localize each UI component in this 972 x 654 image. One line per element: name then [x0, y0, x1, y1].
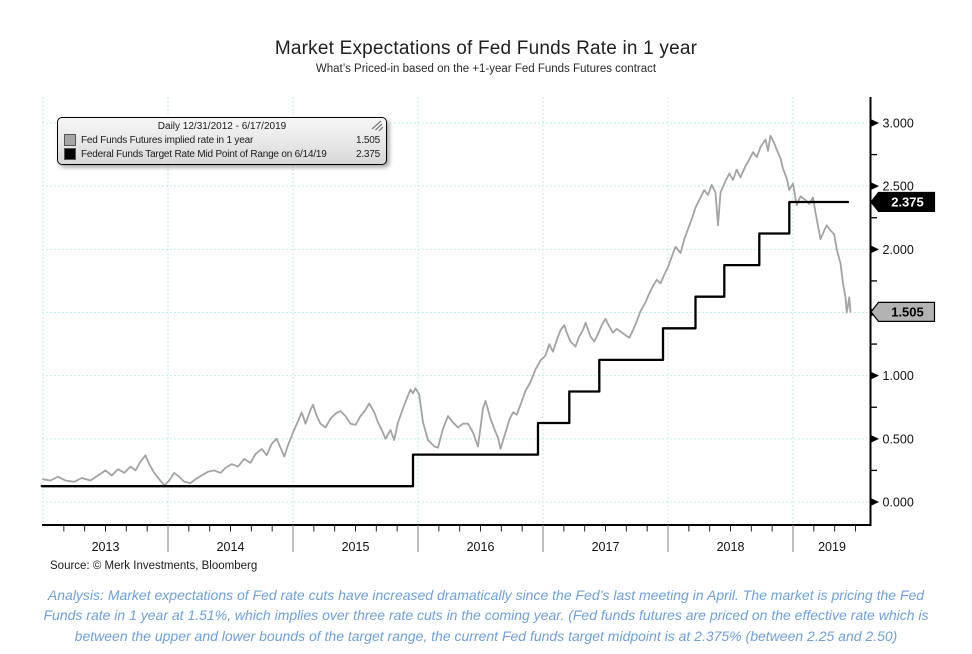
x-axis-year-label: 2015 [342, 540, 370, 554]
legend-item-value: 1.505 [355, 134, 380, 146]
legend-item-label: Fed Funds Futures implied rate in 1 year [81, 134, 254, 146]
page-subtitle: What’s Priced-in based on the +1-year Fe… [315, 63, 657, 75]
source-note: Source: © Merk Investments, Bloomberg [50, 560, 258, 572]
page-title: Market Expectations of Fed Funds Rate in… [274, 38, 698, 59]
chart-canvas: 0.0000.5001.0001.5002.0002.5003.00020132… [40, 97, 936, 554]
y-axis-tick-label: 2.000 [883, 243, 914, 257]
x-axis-year-label: 2019 [818, 540, 846, 554]
gridlines [42, 97, 868, 524]
futures-implied-rate-line [42, 134, 852, 487]
y-axis-tick-label: 3.000 [883, 117, 914, 131]
legend-item-value: 2.375 [355, 148, 380, 160]
legend-box: Daily 12/31/2012 - 6/17/2019 Fed Funds F… [57, 117, 387, 165]
legend-item-futures: Fed Funds Futures implied rate in 1 year… [64, 134, 380, 146]
legend-title: Daily 12/31/2012 - 6/17/2019 [157, 121, 287, 132]
analysis-note: Analysis: Market expectations of Fed rat… [0, 585, 972, 646]
legend-item-label: Federal Funds Target Rate Mid Point of R… [81, 148, 327, 160]
drag-hatch-icon [371, 120, 383, 131]
target-rate-step-line [40, 200, 850, 488]
svg-text:1.505: 1.505 [891, 304, 924, 319]
target-rate-series-swatch [64, 148, 76, 160]
legend-item-target-rate: Federal Funds Target Rate Mid Point of R… [64, 148, 380, 160]
y-axis-tick-label: 1.000 [883, 369, 914, 383]
futures-series-swatch [64, 134, 76, 146]
svg-text:2.375: 2.375 [891, 194, 924, 209]
value-callout-1.505: 1.505 [870, 301, 936, 322]
x-axis-year-label: 2017 [592, 540, 620, 554]
x-axis-year-label: 2018 [717, 540, 745, 554]
value-callout-2.375: 2.375 [870, 191, 936, 213]
y-axis-tick-label: 0.000 [883, 496, 914, 510]
x-axis-year-label: 2016 [467, 540, 495, 554]
y-axis-tick-label: 0.500 [883, 432, 914, 446]
x-axis-year-label: 2013 [92, 540, 120, 554]
x-axis-year-label: 2014 [217, 540, 245, 554]
y-axis-tick-label: 2.500 [883, 180, 914, 194]
analysis-text: Analysis: Market expectations of Fed rat… [43, 587, 929, 644]
